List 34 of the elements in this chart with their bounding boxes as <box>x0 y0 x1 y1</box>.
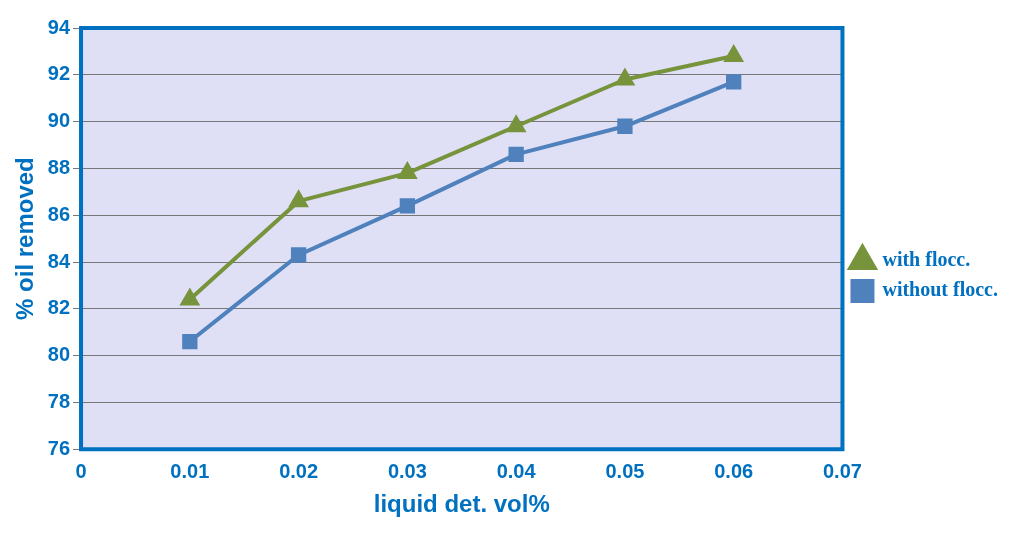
y-tick-label: 92 <box>47 62 71 85</box>
y-tick-label: 90 <box>47 109 71 132</box>
x-tick-label: 0.06 <box>714 459 754 482</box>
y-tick-label: 86 <box>47 202 71 225</box>
legend-label: with flocc. <box>882 248 971 271</box>
point <box>507 116 526 133</box>
point <box>180 289 199 306</box>
x-tick-label: 0.07 <box>822 459 862 482</box>
legend-label: without flocc. <box>882 278 999 301</box>
point <box>724 46 743 63</box>
y-tick-label: 76 <box>47 436 71 459</box>
y-tick-label: 88 <box>47 155 71 178</box>
point <box>508 146 524 163</box>
point <box>615 69 634 86</box>
x-axis-title: liquid det. vol% <box>373 490 550 518</box>
x-tick-label: 0 <box>75 459 87 482</box>
y-tick-label: 84 <box>47 249 71 272</box>
y-axis-title: % oil removed <box>11 157 39 320</box>
x-tick-label: 0.02 <box>279 459 319 482</box>
x-tick-label: 0.04 <box>496 459 537 482</box>
point <box>617 118 633 134</box>
y-tick-label: 80 <box>47 343 71 366</box>
x-tick-label: 0.03 <box>387 459 427 482</box>
point <box>290 247 307 263</box>
point <box>182 333 198 350</box>
y-tick-label: 82 <box>47 296 71 319</box>
point <box>289 191 308 208</box>
y-tick-label: 94 <box>47 15 71 38</box>
point <box>398 163 417 180</box>
x-tick-label: 0.05 <box>605 459 645 482</box>
point <box>399 198 416 214</box>
y-tick-label: 78 <box>47 389 71 412</box>
x-tick-label: 0.01 <box>170 459 210 482</box>
point <box>726 74 742 90</box>
